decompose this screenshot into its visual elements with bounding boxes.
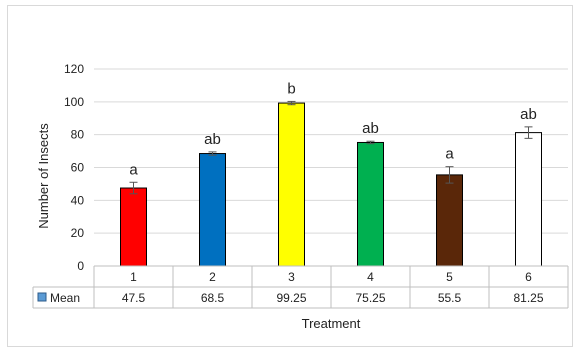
y-tick-label: 100 [64,95,84,109]
significance-letter: ab [362,120,379,137]
significance-letter: a [445,146,454,163]
table-value: 75.25 [355,291,385,305]
bar-4 [357,141,384,267]
gridlines [94,68,568,234]
y-axis-ticks: 0 20 40 60 80 100 120 [64,62,84,273]
bar-2 [199,153,226,267]
x-axis-label: Treatment [302,316,361,331]
table-value: 55.5 [438,291,462,305]
chart-frame: 0 20 40 60 80 100 120 a ab b ab a ab 1 47.5 2 68.5 3 99.… [7,5,573,347]
x-tick-label: 3 [288,270,295,284]
significance-letter: ab [520,106,537,123]
significance-letter: a [129,161,138,178]
bar-1 [120,187,147,267]
bar-6 [515,132,542,267]
table-value: 81.25 [513,291,543,305]
y-axis-label: Number of Insects [36,123,51,229]
significance-letters: a ab b ab a ab [129,80,537,178]
table-value: 47.5 [122,291,146,305]
x-tick-label: 4 [367,270,374,284]
significance-letter: b [287,80,295,97]
bar-3 [278,102,305,267]
x-tick-label: 1 [130,270,137,284]
legend-marker [37,292,47,302]
y-tick-label: 60 [71,161,85,175]
significance-letter: ab [204,131,221,148]
legend-label: Mean [50,291,80,305]
y-tick-label: 20 [71,226,85,240]
bar-chart: 0 20 40 60 80 100 120 a ab b ab a ab 1 47.5 2 68.5 3 99.… [32,62,569,331]
x-tick-label: 2 [209,270,216,284]
bars [120,102,542,267]
y-tick-label: 120 [64,62,84,76]
bar-5 [436,174,463,267]
table-value: 99.25 [276,291,306,305]
error-bars [129,100,533,195]
y-tick-label: 0 [77,259,84,273]
x-tick-label: 5 [446,270,453,284]
table-value: 68.5 [201,291,225,305]
data-table: 1 47.5 2 68.5 3 99.25 4 75.25 5 55.5 6 81.25 Mean [32,265,569,309]
x-tick-label: 6 [525,270,532,284]
y-tick-label: 40 [71,193,85,207]
y-tick-label: 80 [71,128,85,142]
